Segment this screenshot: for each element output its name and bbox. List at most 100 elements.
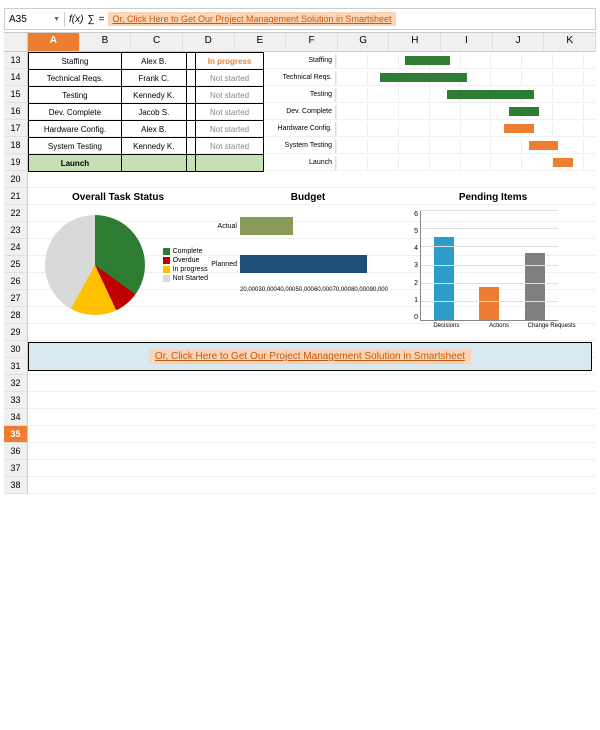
table-row[interactable]: Hardware Config.Alex B. Not started [29,121,264,138]
column-header-E[interactable]: E [235,33,287,51]
row-header-15[interactable]: 15 [4,86,28,103]
row-header-19[interactable]: 19 [4,154,28,171]
task-status: Not started [196,104,264,121]
gantt-bar [504,124,534,133]
legend-swatch [163,275,170,282]
legend-label: Overdue [173,257,200,264]
row-header-14[interactable]: 14 [4,69,28,86]
equals-icon: = [99,14,105,25]
row-header-36[interactable]: 36 [4,443,28,460]
legend-item: Not Started [163,275,208,282]
row-header-18[interactable]: 18 [4,137,28,154]
table-row[interactable]: System TestingKennedy K.Not started [29,138,264,155]
column-header-B[interactable]: B [80,33,132,51]
column-header-I[interactable]: I [441,33,493,51]
launch-row[interactable]: Launch [29,155,264,172]
table-row[interactable]: TestingKennedy K.Not started [29,87,264,104]
table-row[interactable]: StaffingAlex B.In progress [29,53,264,70]
spreadsheet-grid: 1314151617181920212223242526272829303132… [4,52,596,494]
task-empty [186,70,195,87]
column-header-F[interactable]: F [286,33,338,51]
sigma-icon[interactable]: ∑ [87,14,94,25]
task-empty [186,87,195,104]
row-header-34[interactable]: 34 [4,409,28,426]
gantt-bar [405,56,449,65]
row-header-31[interactable]: 31 [4,358,28,375]
row-headers: 1314151617181920212223242526272829303132… [4,52,28,494]
gantt-bar [447,90,533,99]
task-name: System Testing [29,138,122,155]
row-header-21[interactable]: 21 [4,188,28,205]
pending-chart: 6543210 [408,211,558,321]
gantt-chart: StaffingTechnical Reqs.TestingDev. Compl… [273,52,583,171]
task-owner: Alex B. [121,53,186,70]
task-table: StaffingAlex B.In progressTechnical Reqs… [28,52,264,172]
row-header-32[interactable]: 32 [4,375,28,392]
row-header-13[interactable]: 13 [4,52,28,69]
row-header-22[interactable]: 22 [4,205,28,222]
gantt-label: Dev. Complete [273,108,335,115]
gantt-bar [553,158,573,167]
legend-label: Not Started [173,275,208,282]
column-header-C[interactable]: C [131,33,183,51]
row-header-28[interactable]: 28 [4,307,28,324]
task-name: Technical Reqs. [29,70,122,87]
budget-chart: ActualPlanned20,00030,00040,00050,00060,… [208,211,388,321]
gantt-row: Technical Reqs. [273,69,583,86]
select-all-corner[interactable] [4,33,28,51]
promo-banner: Or, Click Here to Get Our Project Manage… [28,342,592,371]
row-header-16[interactable]: 16 [4,103,28,120]
task-name: Hardware Config. [29,121,122,138]
task-owner: Alex B. [121,121,186,138]
task-status: Not started [196,121,264,138]
task-empty [186,53,195,70]
column-headers: ABCDEFGHIJK [4,32,596,52]
budget-bar-row: Actual [208,211,388,241]
column-header-H[interactable]: H [389,33,441,51]
name-box[interactable]: A35 ▼ [5,12,65,27]
column-header-D[interactable]: D [183,33,235,51]
column-header-K[interactable]: K [544,33,596,51]
table-row[interactable]: Technical Reqs.Frank C.Not started [29,70,264,87]
budget-bar-label: Planned [208,261,240,268]
cell-content-area[interactable]: StaffingAlex B.In progressTechnical Reqs… [28,52,596,494]
column-header-G[interactable]: G [338,33,390,51]
row-header-17[interactable]: 17 [4,120,28,137]
budget-chart-box: Budget ActualPlanned20,00030,00040,00050… [208,192,408,329]
budget-title: Budget [208,192,408,203]
pending-bar-col [469,287,510,320]
pie-title: Overall Task Status [28,192,208,203]
task-empty [186,138,195,155]
budget-bar [240,217,293,235]
row-header-27[interactable]: 27 [4,290,28,307]
fx-icon[interactable]: f(x) [69,14,83,25]
legend-label: In progress [173,266,208,273]
row-header-37[interactable]: 37 [4,460,28,477]
task-name: Testing [29,87,122,104]
formula-input[interactable]: Or, Click Here to Get Our Project Manage… [108,12,395,26]
task-empty [186,104,195,121]
row-header-25[interactable]: 25 [4,256,28,273]
table-row[interactable]: Dev. CompleteJacob S.Not started [29,104,264,121]
row-header-35[interactable]: 35 [4,426,28,443]
row-header-24[interactable]: 24 [4,239,28,256]
gantt-label: System Testing [273,142,335,149]
row-header-29[interactable]: 29 [4,324,28,341]
gantt-bar [509,107,539,116]
row-header-20[interactable]: 20 [4,171,28,188]
row-header-38[interactable]: 38 [4,477,28,494]
column-header-J[interactable]: J [493,33,545,51]
task-owner: Kennedy K. [121,87,186,104]
row-header-26[interactable]: 26 [4,273,28,290]
row-header-33[interactable]: 33 [4,392,28,409]
pie-chart-box: Overall Task Status CompleteOverdueIn pr… [28,192,208,329]
gantt-row: Hardware Config. [273,120,583,137]
row-header-23[interactable]: 23 [4,222,28,239]
column-header-A[interactable]: A [28,33,80,51]
row-header-30[interactable]: 30 [4,341,28,358]
gantt-bar [380,73,466,82]
legend-swatch [163,266,170,273]
promo-link[interactable]: Or, Click Here to Get Our Project Manage… [149,349,471,364]
name-box-dropdown-icon[interactable]: ▼ [53,16,60,23]
pending-bar [479,287,499,320]
